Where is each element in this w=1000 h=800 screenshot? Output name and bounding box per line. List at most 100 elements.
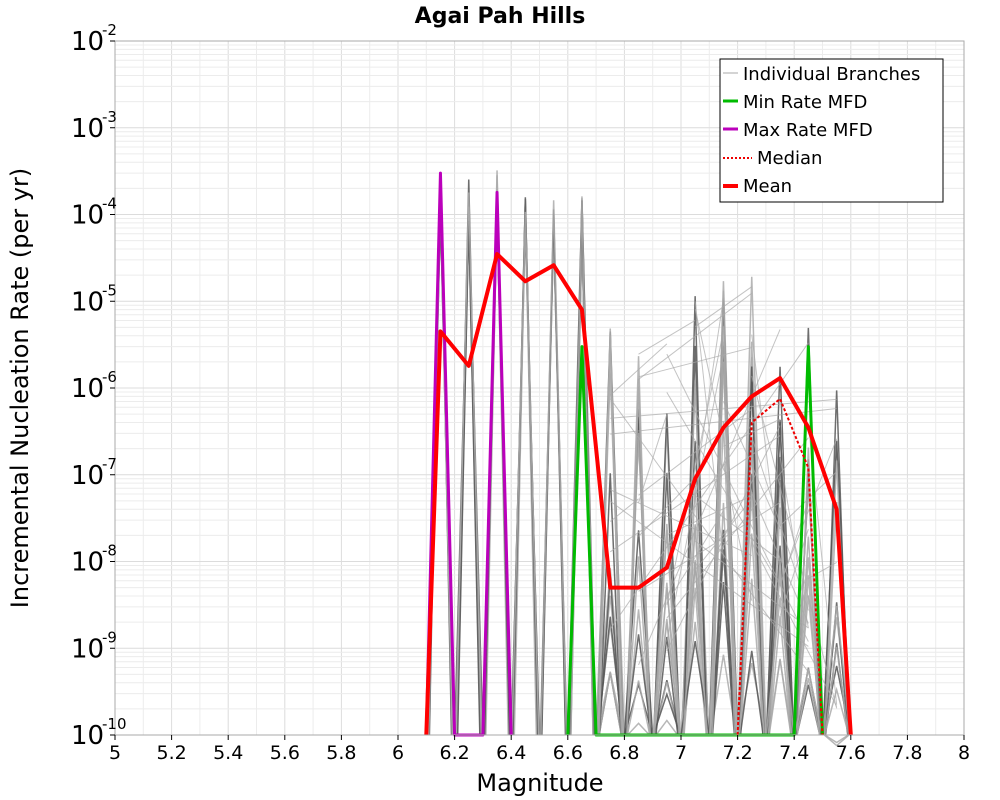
branch-trace [738,533,765,736]
y-tick-exponent: -5 [102,281,117,299]
legend: Individual Branches Min Rate MFD Max Rat… [719,58,944,203]
branch-trace [625,634,653,736]
x-tick-label: 6.2 [439,742,469,764]
branch-trace [623,681,654,736]
branch-trace [765,366,795,736]
branch-trace [638,320,696,355]
branch-trace [638,347,752,378]
branch-trace [682,296,708,736]
y-tick-exponent: -2 [102,21,117,39]
x-tick-label: 5.4 [213,742,243,764]
branch-trace [598,473,623,736]
branch-trace [626,432,651,736]
legend-label-min: Min Rate MFD [743,92,867,113]
branch-trace [625,556,652,736]
branch-trace [598,335,623,736]
grid [114,41,965,736]
y-tick-exponent: -7 [102,455,117,473]
branch-trace [824,646,850,736]
y-tick-label: 10 [71,201,104,231]
legend-label-mean: Mean [743,176,792,197]
branch-trace [694,298,724,487]
x-tick-label: 8 [958,742,970,764]
branch-trace [609,398,809,673]
x-tick-label: 7 [675,742,687,764]
legend-label-branches: Individual Branches [743,64,920,85]
branch-trace [709,290,738,736]
branch-trace [627,722,651,736]
y-tick-label: 10 [71,721,104,751]
branch-trace [736,276,767,736]
branch-trace [823,734,850,747]
branch-trace [739,650,764,736]
y-tick-exponent: -3 [102,108,117,126]
x-tick-label: 7.4 [779,742,809,764]
y-tick-exponent: -10 [102,715,127,733]
legend-box [719,58,944,203]
x-tick-label: 6.4 [496,742,526,764]
x-tick-label: 6.8 [609,742,639,764]
branch-trace [681,524,709,736]
x-tick-label: 5 [109,742,121,764]
y-tick-exponent: -6 [102,368,117,386]
branch-trace [796,678,821,736]
y-tick-exponent: -8 [102,542,117,560]
legend-label-max: Max Rate MFD [743,120,873,141]
x-axis-ticks: 5 5.2 5.4 5.6 5.8 6 6.2 6.4 6.6 6.8 7 7.2 7.4 7.6 7.8 8 [109,735,970,764]
branch-trace [609,343,668,396]
branch-trace [666,510,724,604]
x-tick-label: 5.6 [270,742,300,764]
branch-trace [666,354,724,642]
branch-trace [609,342,809,630]
x-tick-label: 7.2 [722,742,752,764]
branch-trace [454,192,483,736]
y-tick-exponent: -4 [102,195,117,213]
branch-trace [793,669,823,736]
y-tick-label: 10 [71,287,104,317]
branch-trace [722,463,753,601]
branch-trace [655,719,679,736]
branch-trace [655,636,679,736]
y-tick-label: 10 [71,27,104,57]
branch-trace [682,564,709,736]
branch-trace [694,308,724,439]
series-line-mean [424,252,853,736]
branch-trace [666,330,724,606]
branch-trace [796,447,821,736]
branch-trace [654,582,679,736]
branch-trace [751,334,781,565]
branch-trace [638,477,696,537]
y-axis-label: Incremental Nucleation Rate (per yr) [6,168,34,608]
branch-trace [626,680,651,736]
y-tick-label: 10 [71,548,104,578]
branch-trace [739,445,764,736]
branch-trace [711,326,736,736]
x-axis-label: Magnitude [476,769,603,797]
branch-trace [767,658,793,736]
branch-trace [666,392,781,587]
branch-trace [540,200,568,736]
chart-title: Agai Pah Hills [415,4,586,29]
x-tick-label: 7.8 [892,742,922,764]
branch-trace [751,542,838,707]
branch-trace [638,329,781,666]
y-tick-label: 10 [71,634,104,664]
y-tick-label: 10 [71,461,104,491]
branch-trace [739,366,764,736]
branch-trace [694,540,809,629]
branch-trace [609,435,781,553]
branch-trace [711,581,736,736]
branch-trace [666,437,809,619]
branch-trace [511,211,540,736]
branch-trace [737,341,767,736]
y-tick-label: 10 [71,114,104,144]
y-tick-label: 10 [71,374,104,404]
branch-trace [711,529,736,736]
branch-trace [694,286,753,328]
y-tick-exponent: -9 [102,628,117,646]
branch-trace [768,419,792,736]
x-tick-label: 5.2 [156,742,186,764]
x-tick-label: 7.6 [836,742,866,764]
